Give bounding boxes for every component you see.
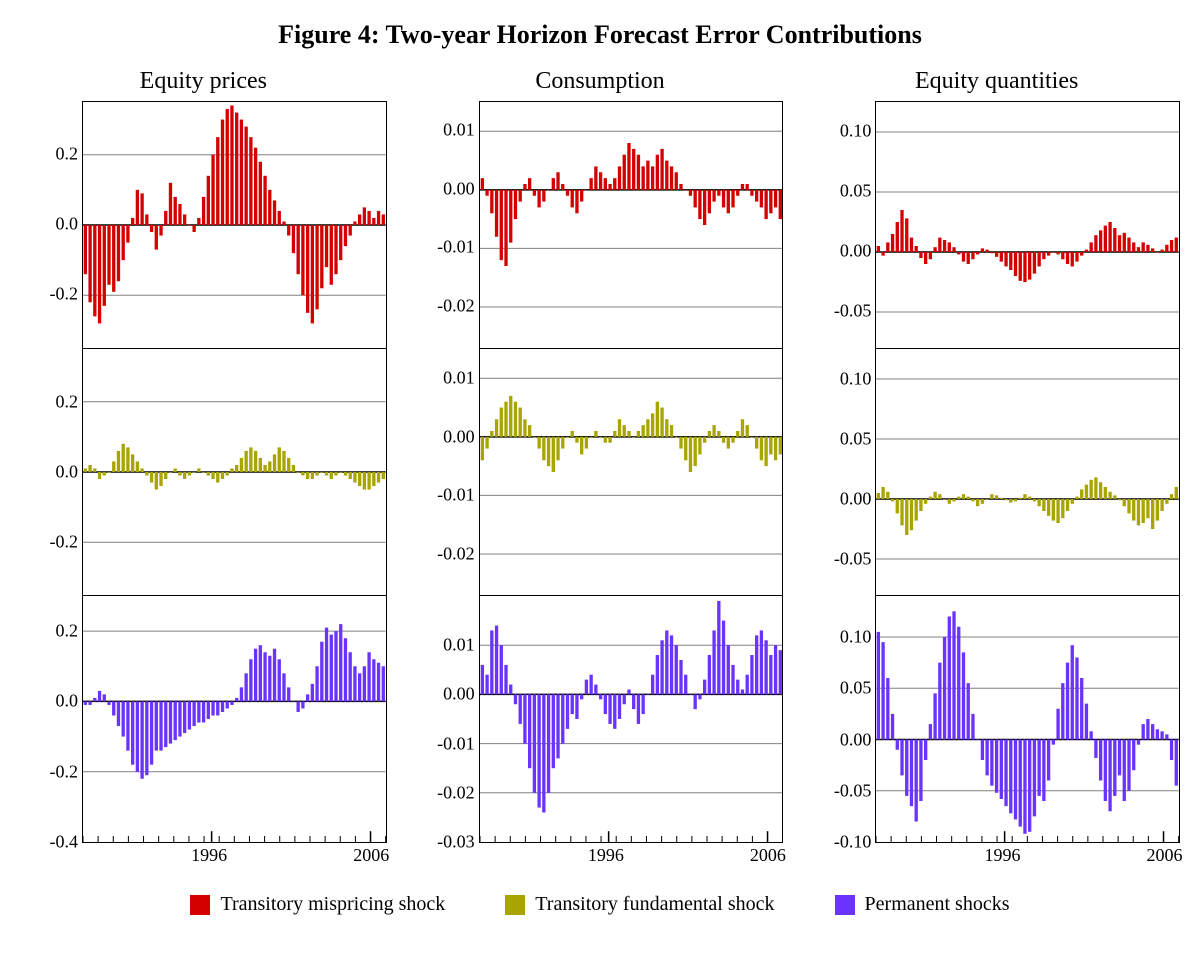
chart-panel [479,596,784,843]
y-axis-labels: -0.02 -0.01 0.00 0.01 [417,101,479,347]
x-tick-label: 1996 [588,845,624,866]
y-tick-label: 0.00 [840,489,872,510]
y-axis-labels: -0.05 0.00 0.05 0.10 [813,349,875,595]
x-axis-labels: 1996 2006 [475,843,784,869]
panel-wrap: -0.10-0.050.000.050.10 [813,596,1180,843]
legend-item: Transitory fundamental shock [505,893,774,916]
column-title: Equity prices [20,68,387,95]
x-axis-labels: 1996 2006 [871,843,1180,869]
chart-grid: Equity prices -0.2 0.0 0.2 -0.2 0.0 0.2 -0.4 -0.… [20,68,1180,869]
y-tick-label: 0.0 [56,214,79,235]
chart-column: Equity prices -0.2 0.0 0.2 -0.2 0.0 0.2 -0.4 -0.… [20,68,387,869]
y-tick-label: -0.2 [50,532,79,553]
x-tick-label: 1996 [191,845,227,866]
chart-panel [82,349,387,596]
y-axis-labels: -0.05 0.00 0.05 0.10 [813,101,875,347]
column-title: Equity quantities [813,68,1180,95]
legend-label: Permanent shocks [865,893,1010,916]
chart-panel [875,596,1180,843]
legend-swatch [505,895,525,915]
legend-item: Transitory mispricing shock [190,893,445,916]
y-tick-label: 0.10 [840,627,872,648]
chart-column: Equity quantities -0.05 0.00 0.05 0.10 -0.05 0… [813,68,1180,869]
y-tick-label: 0.00 [443,684,475,705]
y-tick-label: 0.10 [840,369,872,390]
column-title: Consumption [417,68,784,95]
panel-wrap: -0.05 0.00 0.05 0.10 [813,101,1180,349]
y-tick-label: -0.01 [437,733,475,754]
panel-wrap: -0.05 0.00 0.05 0.10 [813,349,1180,596]
y-tick-label: 0.00 [840,729,872,750]
y-tick-label: 0.05 [840,678,872,699]
y-axis-labels: -0.4-0.20.00.2 [20,596,82,842]
x-tick-label: 1996 [985,845,1021,866]
y-axis-labels: -0.2 0.0 0.2 [20,349,82,595]
figure-title: Figure 4: Two-year Horizon Forecast Erro… [10,20,1190,50]
chart-panel [82,101,387,349]
chart-panel [875,101,1180,349]
panel-wrap: -0.03-0.02-0.010.000.01 [417,596,784,843]
y-tick-label: 0.05 [840,181,872,202]
y-tick-label: 0.2 [56,621,79,642]
y-tick-label: 0.01 [443,635,475,656]
panel-stack: -0.050.000.050.10-0.050.000.050.10-0.10-… [813,101,1180,843]
panel-stack: -0.02-0.010.000.01-0.02-0.010.000.01-0.0… [417,101,784,843]
legend-item: Permanent shocks [835,893,1010,916]
y-tick-label: 0.2 [56,143,79,164]
y-axis-labels: -0.02 -0.01 0.00 0.01 [417,349,479,595]
panel-wrap: -0.2 0.0 0.2 [20,101,387,349]
legend-label: Transitory mispricing shock [220,893,445,916]
y-tick-label: -0.2 [50,761,79,782]
y-tick-label: 0.2 [56,391,79,412]
y-tick-label: -0.03 [437,832,475,853]
y-tick-label: -0.10 [834,832,872,853]
y-tick-label: 0.05 [840,429,872,450]
y-tick-label: -0.01 [437,237,475,258]
panel-wrap: -0.02 -0.01 0.00 0.01 [417,101,784,349]
chart-panel [82,596,387,843]
legend-swatch [835,895,855,915]
x-tick-label: 2006 [750,845,786,866]
x-axis-labels: 1996 2006 [78,843,387,869]
y-tick-label: -0.02 [437,296,475,317]
chart-panel [479,349,784,596]
legend: Transitory mispricing shock Transitory fu… [10,893,1190,916]
y-tick-label: -0.05 [834,549,872,570]
y-tick-label: 0.10 [840,121,872,142]
chart-panel [479,101,784,349]
y-tick-label: -0.02 [437,544,475,565]
y-tick-label: 0.00 [443,426,475,447]
y-tick-label: -0.05 [834,780,872,801]
x-tick-label: 2006 [1147,845,1183,866]
x-tick-label: 2006 [353,845,389,866]
y-tick-label: 0.0 [56,462,79,483]
y-tick-label: -0.02 [437,782,475,803]
y-tick-label: 0.00 [840,241,872,262]
chart-column: Consumption -0.02 -0.01 0.00 0.01 -0.02 -0.01 0… [417,68,784,869]
legend-swatch [190,895,210,915]
chart-panel [875,349,1180,596]
y-axis-labels: -0.2 0.0 0.2 [20,101,82,347]
y-tick-label: 0.0 [56,691,79,712]
y-axis-labels: -0.03-0.02-0.010.000.01 [417,596,479,842]
panel-wrap: -0.4-0.20.00.2 [20,596,387,843]
legend-label: Transitory fundamental shock [535,893,774,916]
y-tick-label: 0.01 [443,368,475,389]
panel-wrap: -0.02 -0.01 0.00 0.01 [417,349,784,596]
y-tick-label: 0.01 [443,120,475,141]
y-tick-label: -0.05 [834,301,872,322]
y-axis-labels: -0.10-0.050.000.050.10 [813,596,875,842]
y-tick-label: -0.01 [437,485,475,506]
y-tick-label: -0.4 [50,832,79,853]
y-tick-label: -0.2 [50,284,79,305]
panel-stack: -0.20.00.2-0.20.00.2-0.4-0.20.00.2 [20,101,387,843]
panel-wrap: -0.2 0.0 0.2 [20,349,387,596]
y-tick-label: 0.00 [443,178,475,199]
